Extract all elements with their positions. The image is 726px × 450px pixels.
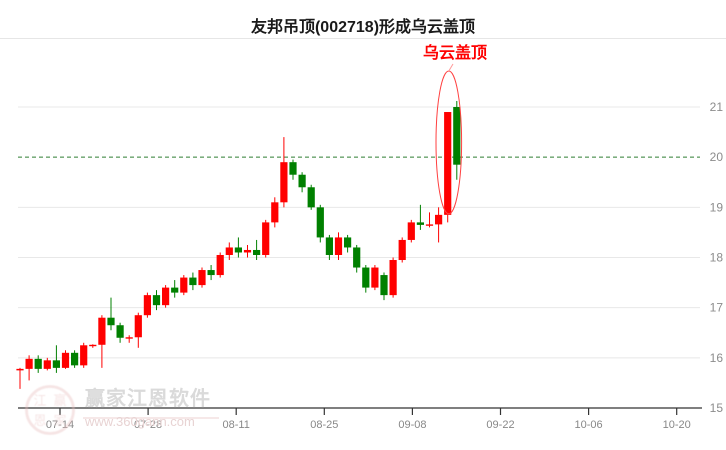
svg-text:09-08: 09-08 <box>398 419 426 431</box>
svg-text:家: 家 <box>53 413 66 428</box>
svg-text:恩: 恩 <box>33 413 46 428</box>
svg-text:08-11: 08-11 <box>223 419 250 431</box>
svg-text:16: 16 <box>710 351 724 365</box>
svg-text:20: 20 <box>710 150 724 164</box>
svg-text:09-22: 09-22 <box>486 419 514 431</box>
svg-text:17: 17 <box>710 301 724 315</box>
svg-text:18: 18 <box>710 251 724 265</box>
svg-text:江: 江 <box>33 393 46 408</box>
svg-text:10-06: 10-06 <box>575 419 603 431</box>
svg-text:19: 19 <box>710 200 724 214</box>
svg-text:赢: 赢 <box>53 393 66 408</box>
svg-text:10-20: 10-20 <box>663 419 691 431</box>
svg-text:08-25: 08-25 <box>310 419 338 431</box>
svg-text:15: 15 <box>710 401 724 415</box>
svg-text:21: 21 <box>710 100 724 114</box>
svg-text:乌云盖顶: 乌云盖顶 <box>423 43 487 62</box>
